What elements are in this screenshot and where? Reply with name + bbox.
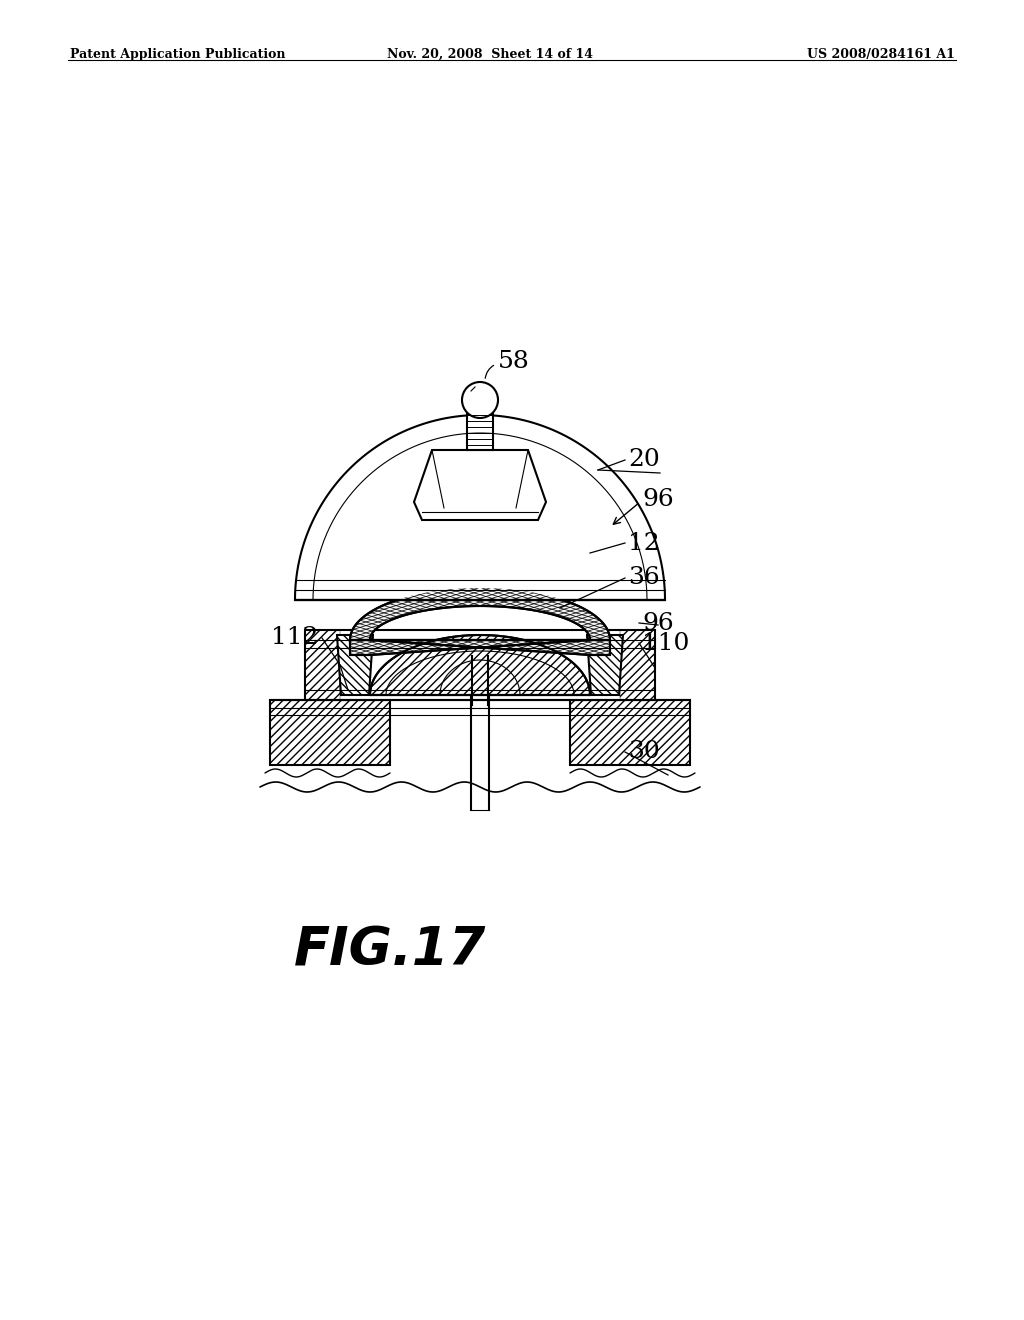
Polygon shape: [305, 630, 655, 700]
Polygon shape: [587, 635, 623, 696]
Text: Patent Application Publication: Patent Application Publication: [70, 48, 286, 61]
Text: 96: 96: [642, 488, 674, 511]
Text: FIG.17: FIG.17: [294, 924, 486, 975]
Text: Nov. 20, 2008  Sheet 14 of 14: Nov. 20, 2008 Sheet 14 of 14: [387, 48, 593, 61]
Text: 30: 30: [628, 741, 659, 763]
Text: 110: 110: [642, 631, 689, 655]
Text: 112: 112: [270, 627, 318, 649]
Polygon shape: [337, 635, 373, 696]
Polygon shape: [295, 414, 665, 601]
Circle shape: [462, 381, 498, 418]
Polygon shape: [350, 587, 610, 655]
Text: 36: 36: [628, 566, 659, 590]
Polygon shape: [467, 412, 493, 450]
Text: 58: 58: [498, 351, 529, 374]
Text: 96: 96: [642, 611, 674, 635]
Polygon shape: [414, 450, 546, 520]
Polygon shape: [570, 700, 690, 766]
Polygon shape: [370, 635, 590, 696]
Text: US 2008/0284161 A1: US 2008/0284161 A1: [807, 48, 955, 61]
Text: 12: 12: [628, 532, 659, 554]
Polygon shape: [270, 700, 390, 766]
Text: 20: 20: [628, 449, 659, 471]
